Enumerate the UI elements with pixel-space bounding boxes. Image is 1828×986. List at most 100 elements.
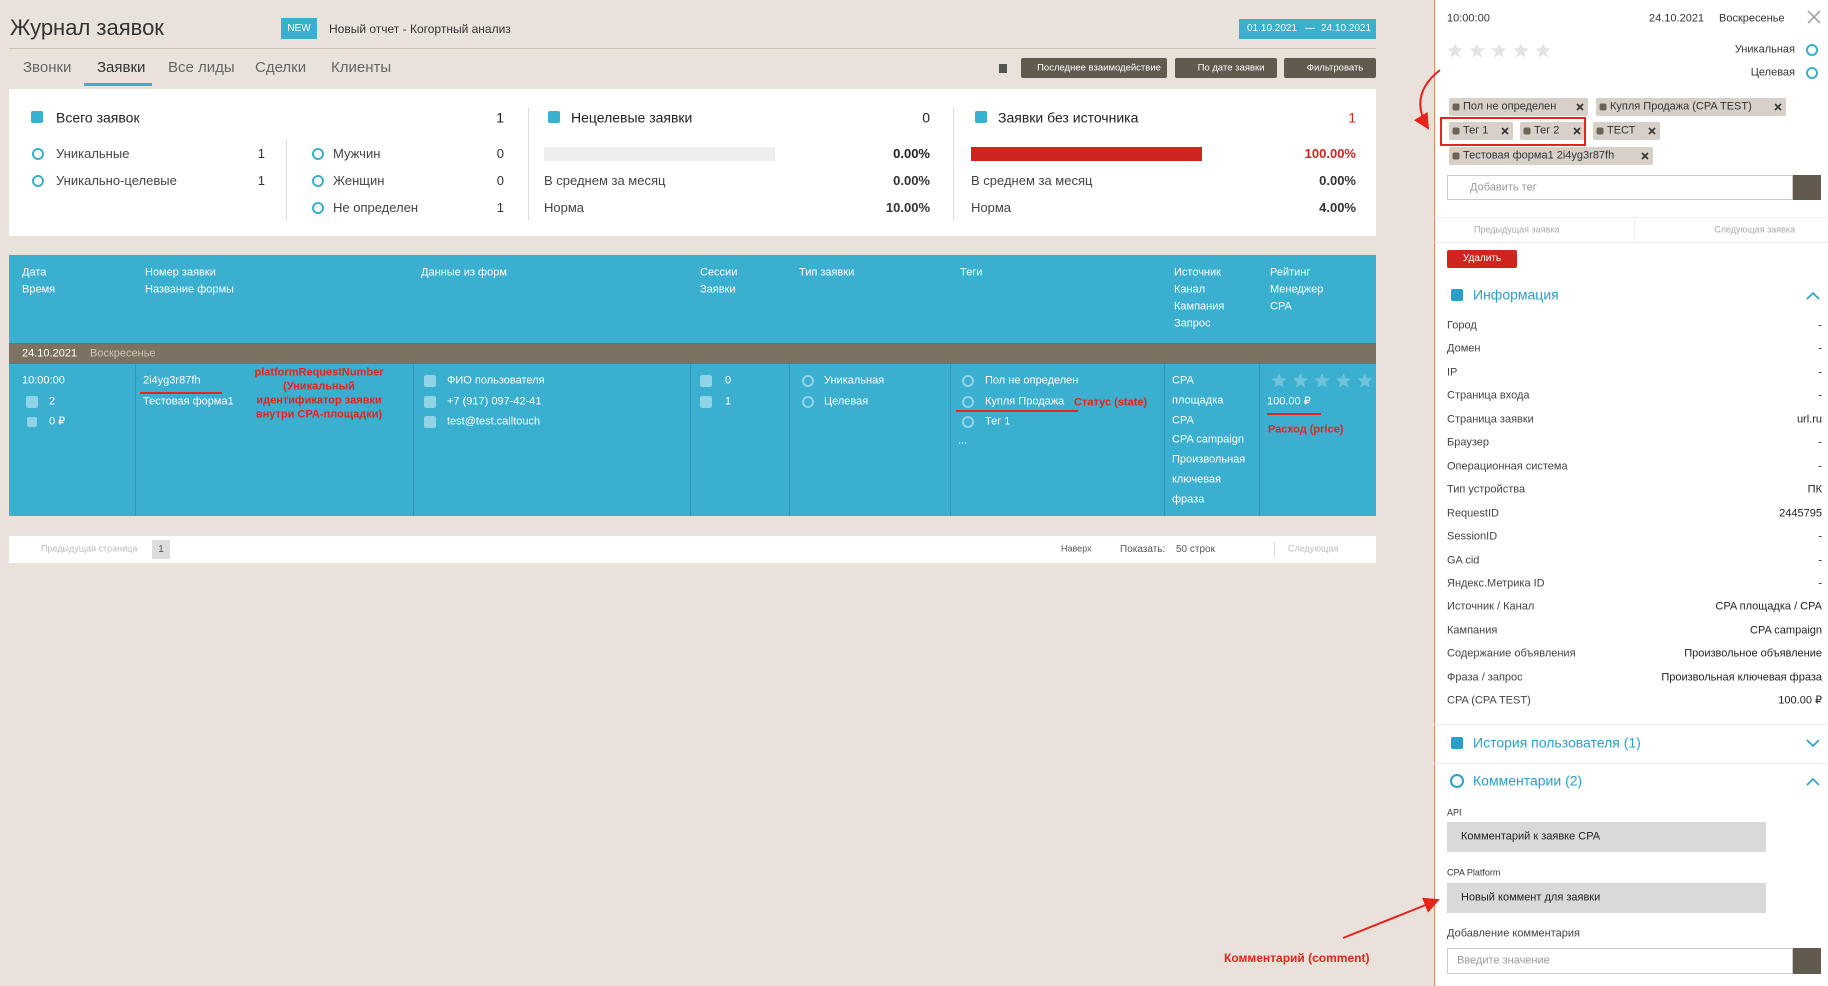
info-value: CPA площадка / CPA xyxy=(1715,600,1822,613)
value: 0 xyxy=(496,173,504,189)
cell-text: 0 xyxy=(725,374,732,387)
value: 0.00% xyxy=(1319,173,1356,189)
info-label: Яндекс.Метрика ID xyxy=(1447,577,1545,590)
next-request[interactable]: Следующая заявка xyxy=(1714,224,1795,235)
value: 4.00% xyxy=(1319,200,1356,216)
toolbar-button[interactable] xyxy=(1021,58,1167,78)
annotation: внутри CPA-площадки) xyxy=(255,408,383,421)
cell-text: Тег 1 xyxy=(985,415,1011,428)
info-label: GA cid xyxy=(1447,553,1480,566)
info-value: - xyxy=(1818,342,1822,355)
nav-row xyxy=(1434,217,1828,243)
cell-text: Купля Продажа xyxy=(985,395,1065,408)
column-header: Время xyxy=(22,283,56,296)
section-title[interactable]: История пользователя (1) xyxy=(1473,734,1641,751)
tab[interactable]: Заявки xyxy=(97,59,146,76)
cell-text: 2 xyxy=(49,395,56,408)
column-header: Запрос xyxy=(1174,317,1211,330)
info-label: RequestID xyxy=(1447,507,1499,519)
toolbar-button[interactable] xyxy=(1284,58,1376,78)
cell-text: CPA xyxy=(1172,374,1194,387)
cell-text: ключевая xyxy=(1172,473,1222,486)
label: В среднем за месяц xyxy=(544,173,666,189)
value: 0.00% xyxy=(893,173,930,189)
label: Женщин xyxy=(333,173,385,189)
column-header: Название формы xyxy=(145,283,234,296)
badge-text: NEW xyxy=(287,23,311,34)
column-header: CPA xyxy=(1270,300,1292,313)
date-range[interactable] xyxy=(1239,19,1376,39)
table-row[interactable] xyxy=(9,364,1376,516)
label: В среднем за месяц xyxy=(971,173,1093,189)
download-button[interactable] xyxy=(999,64,1007,73)
tag-chip[interactable] xyxy=(1593,122,1660,140)
tag-text: ТЕСТ xyxy=(1607,124,1636,137)
info-label: Домен xyxy=(1447,342,1481,355)
date-to: 24.10.2021 xyxy=(1321,23,1372,34)
to-top[interactable]: Наверх xyxy=(1061,543,1092,554)
value: 1 xyxy=(496,200,504,216)
info-value: CPA campaign xyxy=(1750,624,1822,637)
info-value: - xyxy=(1818,436,1822,449)
column-header: Номер заявки xyxy=(145,266,216,279)
tab[interactable]: Все лиды xyxy=(168,59,235,76)
close-button[interactable] xyxy=(1807,10,1821,24)
label: Показать: xyxy=(1120,544,1166,555)
label: Уникально-целевые xyxy=(56,173,177,189)
info-label: Город xyxy=(1447,319,1477,332)
prev-request[interactable]: Предыдущая заявка xyxy=(1474,224,1560,235)
placeholder: Введите значение xyxy=(1457,954,1550,967)
tag-chip[interactable] xyxy=(1449,98,1588,116)
cell-border xyxy=(1164,364,1165,516)
cell-text: Уникальная xyxy=(824,374,885,387)
send-button[interactable] xyxy=(1793,948,1821,974)
separator xyxy=(528,108,529,220)
toolbar-button[interactable] xyxy=(1175,58,1277,78)
label: Норма xyxy=(544,200,585,216)
tag-input[interactable] xyxy=(1447,175,1793,200)
info-label: Страница входа xyxy=(1447,389,1530,402)
cell-text: Тестовая форма1 xyxy=(143,395,234,408)
delete-text: Удалить xyxy=(1462,253,1502,264)
info-label: CPA (CPA TEST) xyxy=(1447,694,1531,707)
placeholder: Добавить тег xyxy=(1470,181,1537,194)
label: Заявки без источника xyxy=(998,109,1139,126)
column-header: Заявки xyxy=(700,283,736,296)
info-label: Браузер xyxy=(1447,436,1489,449)
label: Нецелевые заявки xyxy=(571,109,693,126)
cell-border xyxy=(690,364,691,516)
prev-page[interactable]: Предыдущая страница xyxy=(41,543,138,554)
page-size[interactable]: 50 строк xyxy=(1176,544,1215,555)
column-header: Дата xyxy=(22,266,47,279)
column-header: Кампания xyxy=(1174,300,1225,313)
info-value: - xyxy=(1818,530,1822,543)
tab[interactable]: Звонки xyxy=(23,59,72,76)
page-button[interactable] xyxy=(152,540,170,559)
section-title[interactable]: Комментарии (2) xyxy=(1473,772,1583,789)
tag-chip[interactable] xyxy=(1449,147,1653,165)
next-page[interactable]: Следующая xyxy=(1288,543,1339,554)
label: Воскресенье xyxy=(90,347,156,360)
cell-border xyxy=(413,364,414,516)
toolbar-text: Последнее взаимодействие xyxy=(1037,62,1161,74)
tag-text: Тег 1 xyxy=(1463,124,1489,137)
comment-input[interactable] xyxy=(1447,948,1793,974)
tag-text: Купля Продажа (CPA TEST) xyxy=(1610,100,1752,113)
label: Мужчин xyxy=(333,146,381,162)
add-tag-button[interactable] xyxy=(1793,175,1821,200)
section-title[interactable]: Информация xyxy=(1473,286,1559,303)
report-link[interactable]: Новый отчет - Когортный анализ xyxy=(329,21,511,36)
info-label: Фраза / запрос xyxy=(1447,671,1523,684)
delete-button[interactable] xyxy=(1447,250,1517,268)
tab[interactable]: Клиенты xyxy=(331,59,392,76)
column-header: Данные из форм xyxy=(421,266,507,279)
tag-chip[interactable] xyxy=(1596,98,1786,116)
comment-text: Новый коммент для заявки xyxy=(1461,891,1601,904)
table-header xyxy=(9,255,1376,343)
comment-text: Комментарий к заявке CPA xyxy=(1461,830,1601,843)
divider xyxy=(9,48,1376,49)
tab-indicator xyxy=(84,83,152,86)
tab[interactable]: Сделки xyxy=(255,59,307,76)
annotation: Статус (state) xyxy=(1074,396,1148,409)
